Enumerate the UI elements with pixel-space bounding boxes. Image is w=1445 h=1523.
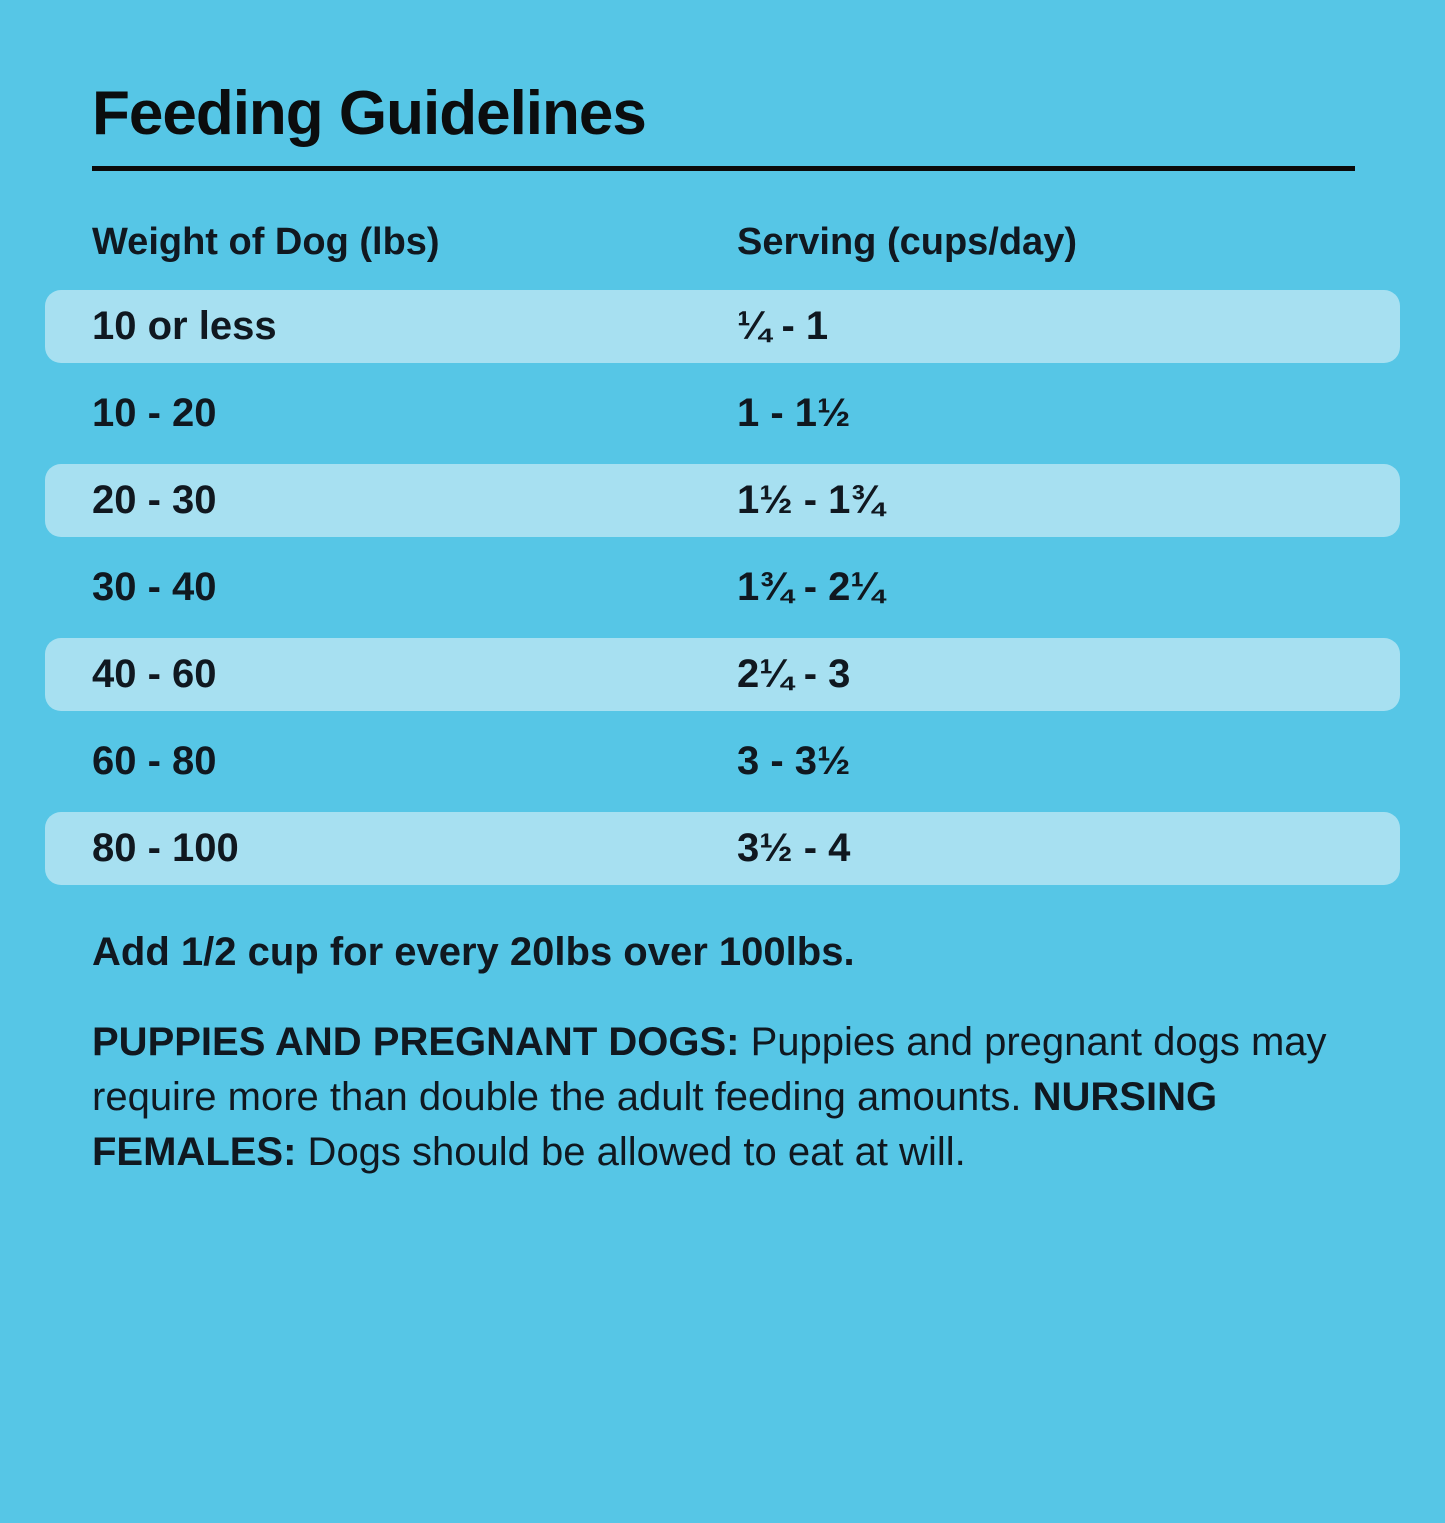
table-row: 20 - 30 1½ - 1¾ bbox=[45, 464, 1400, 537]
serving-cell: 2¼ - 3 bbox=[737, 652, 851, 696]
feeding-guidelines-label: Feeding Guidelines Weight of Dog (lbs) S… bbox=[0, 78, 1445, 1523]
weight-cell: 20 - 30 bbox=[92, 478, 217, 522]
note-add-half-cup: Add 1/2 cup for every 20lbs over 100lbs. bbox=[92, 930, 855, 974]
title-underline bbox=[92, 166, 1355, 171]
header-serving: Serving (cups/day) bbox=[737, 221, 1077, 263]
weight-cell: 60 - 80 bbox=[92, 739, 217, 783]
serving-cell: 1½ - 1¾ bbox=[737, 478, 884, 522]
note-special-feeding: PUPPIES AND PREGNANT DOGS: Puppies and p… bbox=[92, 1015, 1364, 1180]
note-nursing-females-label: NURSING FEMALES: bbox=[92, 1075, 1218, 1174]
serving-cell: 1¾ - 2¼ bbox=[737, 565, 884, 609]
serving-cell: 1 - 1½ bbox=[737, 391, 851, 435]
page-title: Feeding Guidelines bbox=[92, 79, 647, 148]
table-row: 40 - 60 2¼ - 3 bbox=[45, 638, 1400, 711]
table-row: 10 or less ¼ - 1 bbox=[45, 290, 1400, 363]
header-weight-of-dog: Weight of Dog (lbs) bbox=[92, 221, 440, 263]
table-header-row: Weight of Dog (lbs) Serving (cups/day) bbox=[45, 219, 1400, 265]
table-row: 10 - 20 1 - 1½ bbox=[45, 377, 1400, 450]
note-puppies-pregnant-text: Puppies and pregnant dogs may require mo… bbox=[92, 1020, 1327, 1119]
table-row: 60 - 80 3 - 3½ bbox=[45, 725, 1400, 798]
feeding-table: 10 or less ¼ - 1 10 - 20 1 - 1½ 20 - 30 … bbox=[45, 290, 1400, 885]
serving-cell: ¼ - 1 bbox=[737, 304, 829, 348]
serving-cell: 3 - 3½ bbox=[737, 739, 851, 783]
weight-cell: 10 or less bbox=[92, 304, 277, 348]
table-row: 80 - 100 3½ - 4 bbox=[45, 812, 1400, 885]
note-puppies-pregnant-label: PUPPIES AND PREGNANT DOGS: bbox=[92, 1020, 740, 1064]
weight-cell: 80 - 100 bbox=[92, 826, 239, 870]
table-row: 30 - 40 1¾ - 2¼ bbox=[45, 551, 1400, 624]
weight-cell: 40 - 60 bbox=[92, 652, 217, 696]
weight-cell: 10 - 20 bbox=[92, 391, 217, 435]
weight-cell: 30 - 40 bbox=[92, 565, 217, 609]
serving-cell: 3½ - 4 bbox=[737, 826, 851, 870]
note-nursing-females-text: Dogs should be allowed to eat at will. bbox=[296, 1130, 966, 1174]
